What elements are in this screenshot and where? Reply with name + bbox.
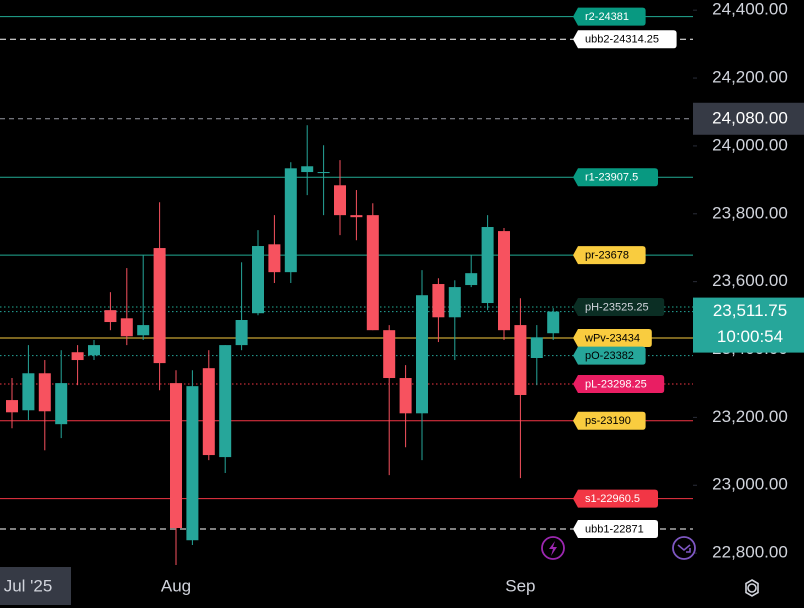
- candle-body: [465, 273, 478, 286]
- level-label: pL-23298.25: [585, 378, 647, 390]
- countdown: 10:00:54: [717, 327, 783, 346]
- level-badge: [573, 168, 658, 187]
- candle-body: [317, 172, 330, 174]
- candle-body: [498, 231, 510, 331]
- candle-body: [432, 284, 445, 318]
- x-tick-label: Jul '25: [4, 576, 53, 595]
- level-badge: [573, 298, 665, 317]
- level-label: pH-23525.25: [585, 301, 649, 313]
- settings-icon[interactable]: [745, 579, 759, 597]
- level-badge: [573, 411, 646, 430]
- level-badge: [573, 375, 665, 394]
- candle-body: [284, 168, 297, 273]
- candle-body: [448, 287, 461, 318]
- level-label: s1-22960.5: [585, 493, 640, 505]
- candle-body: [22, 373, 35, 411]
- y-tick-label: 23,800.00: [712, 203, 788, 222]
- y-tick-label: 23,000.00: [712, 475, 788, 494]
- candle-body: [55, 383, 68, 425]
- candle-body: [350, 215, 363, 218]
- candle-body: [170, 383, 182, 529]
- candle-body: [252, 246, 264, 314]
- candle-body: [104, 310, 117, 323]
- candle-body: [71, 352, 84, 361]
- alert-icon[interactable]: [541, 536, 565, 560]
- candle-body: [383, 330, 396, 379]
- x-tick-label: Aug: [161, 576, 191, 595]
- candle-body: [6, 400, 18, 413]
- candle-body: [235, 319, 248, 346]
- level-label: ps-23190: [585, 415, 631, 427]
- scroll-icon[interactable]: [672, 536, 696, 560]
- level-label: ubb1-22871: [585, 523, 644, 535]
- level-badge: [573, 246, 646, 265]
- level-badge: [573, 328, 652, 347]
- candle-body: [153, 248, 166, 364]
- y-tick-label: 24,200.00: [712, 68, 788, 87]
- level-label: r1-23907.5: [585, 172, 638, 184]
- level-label: pr-23678: [585, 250, 629, 262]
- badges-layer: r2-24381 ubb2-24314.25 r1-23907.5 pr-23678 p…: [573, 7, 677, 539]
- level-label: r2-24381: [585, 11, 629, 23]
- last-price-bg: [693, 297, 804, 353]
- level-label: wPv-23434: [584, 332, 640, 344]
- candle-body: [366, 215, 379, 331]
- level-badge: [573, 7, 646, 26]
- y-tick-label: 23,600.00: [712, 271, 788, 290]
- candle-body: [547, 311, 560, 334]
- candle-body: [219, 345, 232, 458]
- candle-body: [301, 166, 314, 173]
- level-label: ubb2-24314.25: [585, 34, 659, 46]
- y-tick-label: 23,200.00: [712, 407, 788, 426]
- candle-body: [38, 373, 51, 412]
- y-tick-label: 24,000.00: [712, 135, 788, 154]
- level-badge: [573, 520, 658, 539]
- crosshair-label-bg: [693, 102, 804, 135]
- candle-body: [137, 325, 150, 336]
- level-badge: [573, 30, 677, 49]
- candle-body: [514, 325, 527, 395]
- last-price-label: 23,511.75: [713, 301, 787, 320]
- candles-layer: [6, 125, 560, 565]
- level-label: pO-23382: [585, 350, 634, 362]
- level-badge: [573, 346, 646, 365]
- x-tick-label: Sep: [505, 576, 535, 595]
- price-axis: 22,800.0023,000.0023,200.0023,400.0023,6…: [693, 0, 804, 562]
- candle-body: [186, 386, 199, 541]
- candle-body: [530, 337, 543, 359]
- candle-body: [481, 227, 494, 304]
- candle-body: [88, 345, 100, 356]
- time-axis: Jul '25 Aug Sep: [0, 567, 536, 605]
- candle-body: [120, 318, 133, 337]
- level-badge: [573, 489, 658, 508]
- candle-body: [416, 295, 428, 414]
- y-tick-label: 24,400.00: [712, 0, 788, 19]
- candle-body: [268, 244, 281, 273]
- y-tick-label: 22,800.00: [712, 543, 788, 562]
- candle-body: [334, 185, 346, 216]
- candle-body: [202, 368, 215, 456]
- crosshair-label: 24,080.00: [712, 108, 788, 127]
- candle-body: [399, 378, 412, 414]
- x-label-highlight: [0, 567, 71, 605]
